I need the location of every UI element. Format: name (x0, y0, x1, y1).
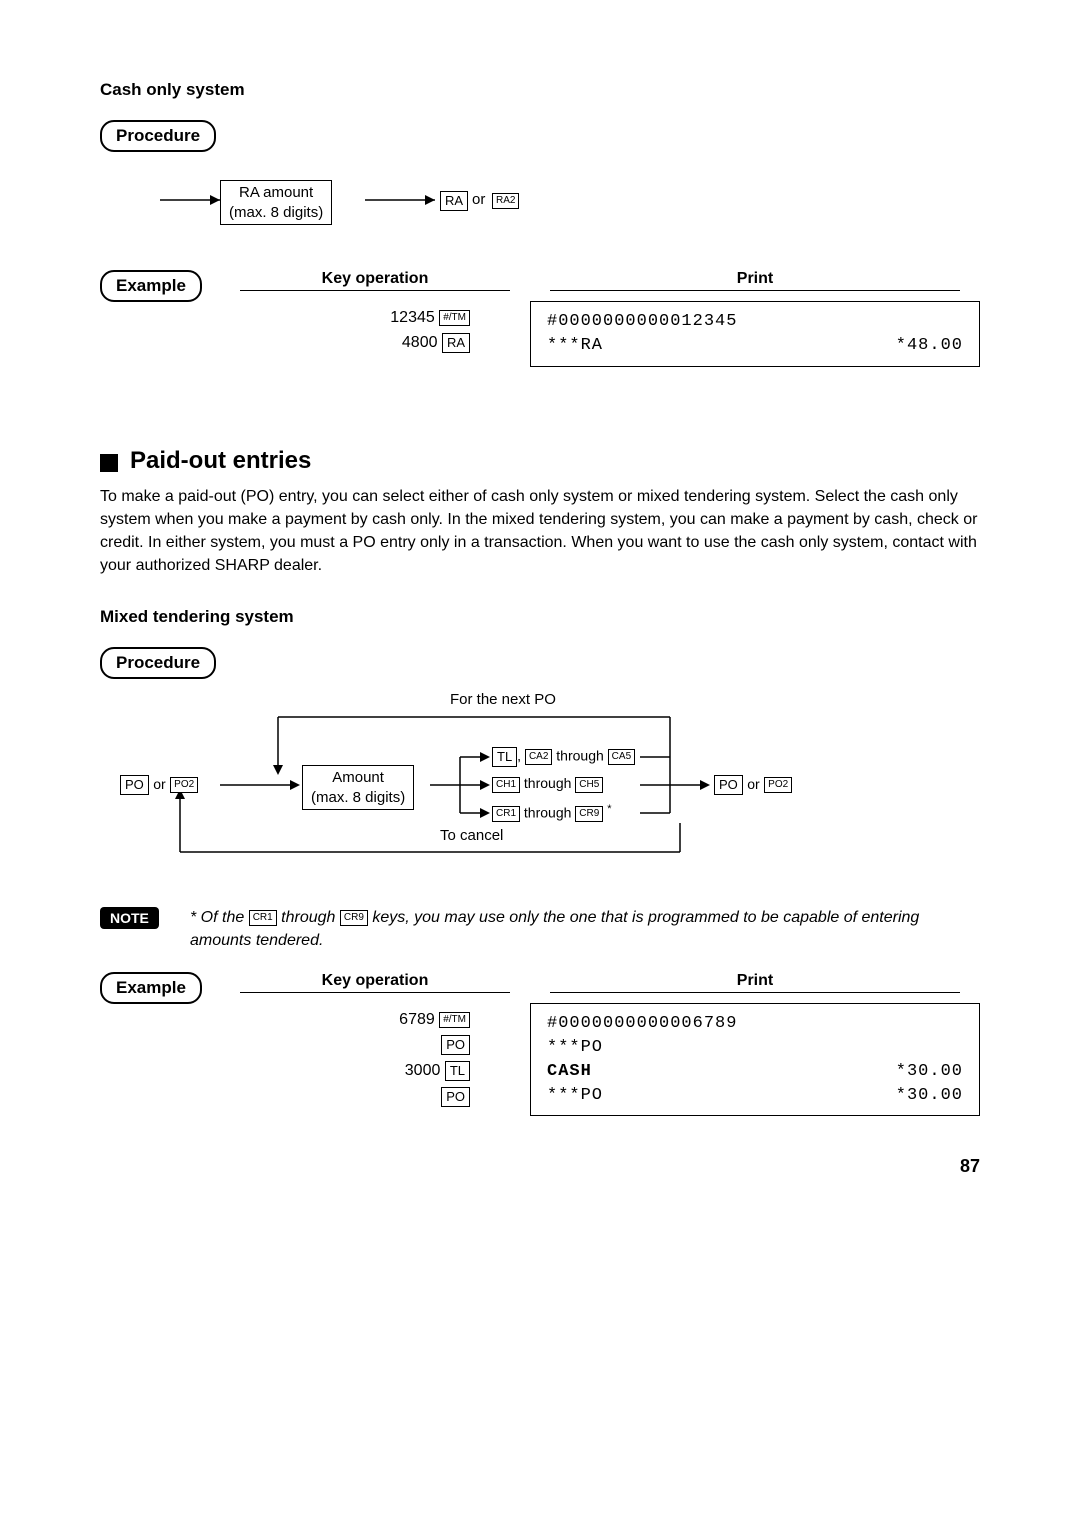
key-ca5: CA5 (608, 749, 635, 765)
or-text-left: or (153, 777, 165, 793)
procedure-pill: Procedure (100, 120, 216, 152)
keyop1-key1: #/TM (439, 310, 470, 326)
through-2: through (524, 775, 571, 791)
key-operation-title-1: Key operation (240, 270, 510, 291)
keyop2-num3: 3000 (405, 1062, 441, 1079)
or-text-right: or (747, 777, 759, 793)
keyop1-key2: RA (442, 333, 470, 353)
note-badge: NOTE (100, 907, 159, 929)
procedure-pill-2: Procedure (100, 647, 216, 679)
through-1: through (556, 748, 603, 764)
key-cr1: CR1 (492, 806, 520, 822)
keyop1-num1: 12345 (390, 309, 435, 326)
r2-cash: CASH (547, 1060, 592, 1084)
procedure-diagram-mixed: For the next PO PO or PO2 Amount (max. 8… (120, 697, 840, 867)
print-title-2: Print (550, 972, 960, 993)
receipt-1: #0000000000012345 ***RA *48.00 (530, 301, 980, 367)
keyop2-key4: PO (441, 1087, 470, 1107)
ra-amount-line1: RA amount (239, 184, 313, 201)
paidout-body: To make a paid-out (PO) entry, you can s… (100, 485, 980, 578)
key-ra: RA (440, 191, 468, 211)
key-ra2: RA2 (492, 193, 519, 209)
key-operation-title-2: Key operation (240, 972, 510, 993)
amount-line1: Amount (332, 769, 384, 786)
key-tl: TL (492, 747, 517, 767)
note-key-cr9: CR9 (340, 910, 368, 926)
or-text: or (472, 191, 485, 208)
keyop2-key3: TL (445, 1061, 470, 1081)
to-cancel-label: To cancel (440, 827, 503, 844)
r1-line1: #0000000000012345 (547, 310, 737, 334)
r1-amt: *48.00 (896, 334, 963, 358)
note-key-cr1: CR1 (249, 910, 277, 926)
paidout-title: Paid-out entries (100, 447, 980, 475)
keyop2-key2: PO (441, 1035, 470, 1055)
receipt-2: #0000000000006789 ***PO CASH *30.00 ***P… (530, 1003, 980, 1116)
r1-ra: ***RA (547, 334, 603, 358)
key-po-left: PO (120, 775, 149, 795)
r2-amt1: *30.00 (896, 1060, 963, 1084)
r2-po1: ***PO (547, 1036, 603, 1060)
mixed-heading: Mixed tendering system (100, 607, 980, 627)
asterisk: * (607, 803, 611, 815)
note-text: * Of the CR1 through CR9 keys, you may u… (190, 907, 980, 952)
r2-amt2: *30.00 (896, 1084, 963, 1108)
key-po2-right: PO2 (764, 777, 792, 793)
ra-amount-line2: (max. 8 digits) (229, 204, 323, 221)
r2-po2: ***PO (547, 1084, 603, 1108)
key-cr9: CR9 (575, 806, 603, 822)
key-ch1: CH1 (492, 777, 520, 793)
square-icon (100, 454, 118, 472)
through-3: through (524, 805, 571, 821)
procedure-diagram-ra: RA amount (max. 8 digits) RA or RA2 (160, 170, 980, 230)
page-number: 87 (100, 1156, 980, 1177)
keyop2-key1: #/TM (439, 1012, 470, 1028)
r2-line1: #0000000000006789 (547, 1012, 737, 1036)
keyop2-num1: 6789 (399, 1011, 435, 1028)
key-ca2: CA2 (525, 749, 552, 765)
for-next-po-label: For the next PO (450, 691, 556, 708)
key-po2-left: PO2 (170, 777, 198, 793)
amount-line2: (max. 8 digits) (311, 789, 405, 806)
example-pill-2: Example (100, 972, 202, 1004)
print-title-1: Print (550, 270, 960, 291)
key-ch5: CH5 (575, 777, 603, 793)
cash-only-heading: Cash only system (100, 80, 980, 100)
key-po-right: PO (714, 775, 743, 795)
keyop1-num2: 4800 (402, 334, 438, 351)
example-pill-1: Example (100, 270, 202, 302)
